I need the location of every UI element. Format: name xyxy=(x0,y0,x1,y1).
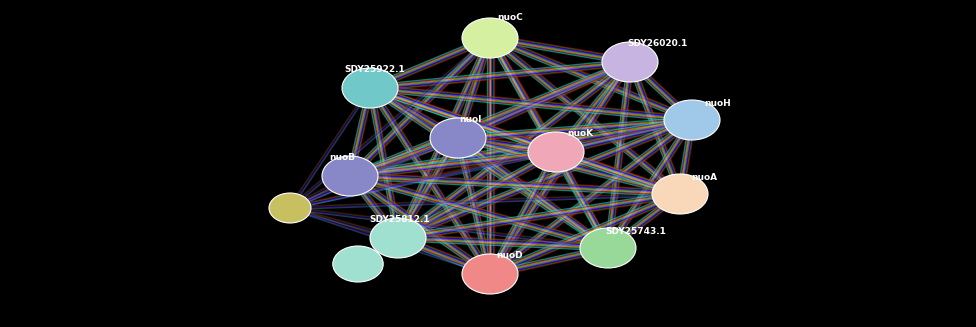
Ellipse shape xyxy=(333,246,384,282)
Ellipse shape xyxy=(430,118,486,158)
Ellipse shape xyxy=(269,193,311,223)
Text: nuoK: nuoK xyxy=(567,129,593,139)
Ellipse shape xyxy=(322,156,378,196)
Text: SDY25922.1: SDY25922.1 xyxy=(345,65,405,75)
Text: nuoD: nuoD xyxy=(497,251,523,261)
Text: nuoI: nuoI xyxy=(459,115,481,125)
Text: nuoC: nuoC xyxy=(497,13,523,23)
Text: nuoH: nuoH xyxy=(705,99,731,109)
Ellipse shape xyxy=(528,132,584,172)
Ellipse shape xyxy=(602,42,658,82)
Text: SDY25743.1: SDY25743.1 xyxy=(605,228,667,236)
Ellipse shape xyxy=(462,18,518,58)
Ellipse shape xyxy=(370,218,426,258)
Ellipse shape xyxy=(462,254,518,294)
Ellipse shape xyxy=(342,68,398,108)
Text: nuoA: nuoA xyxy=(691,174,717,182)
Ellipse shape xyxy=(664,100,720,140)
Ellipse shape xyxy=(652,174,708,214)
Text: SDY26020.1: SDY26020.1 xyxy=(628,40,688,48)
Text: nuoB: nuoB xyxy=(329,153,355,163)
Ellipse shape xyxy=(580,228,636,268)
Text: SDY25812.1: SDY25812.1 xyxy=(370,215,430,225)
